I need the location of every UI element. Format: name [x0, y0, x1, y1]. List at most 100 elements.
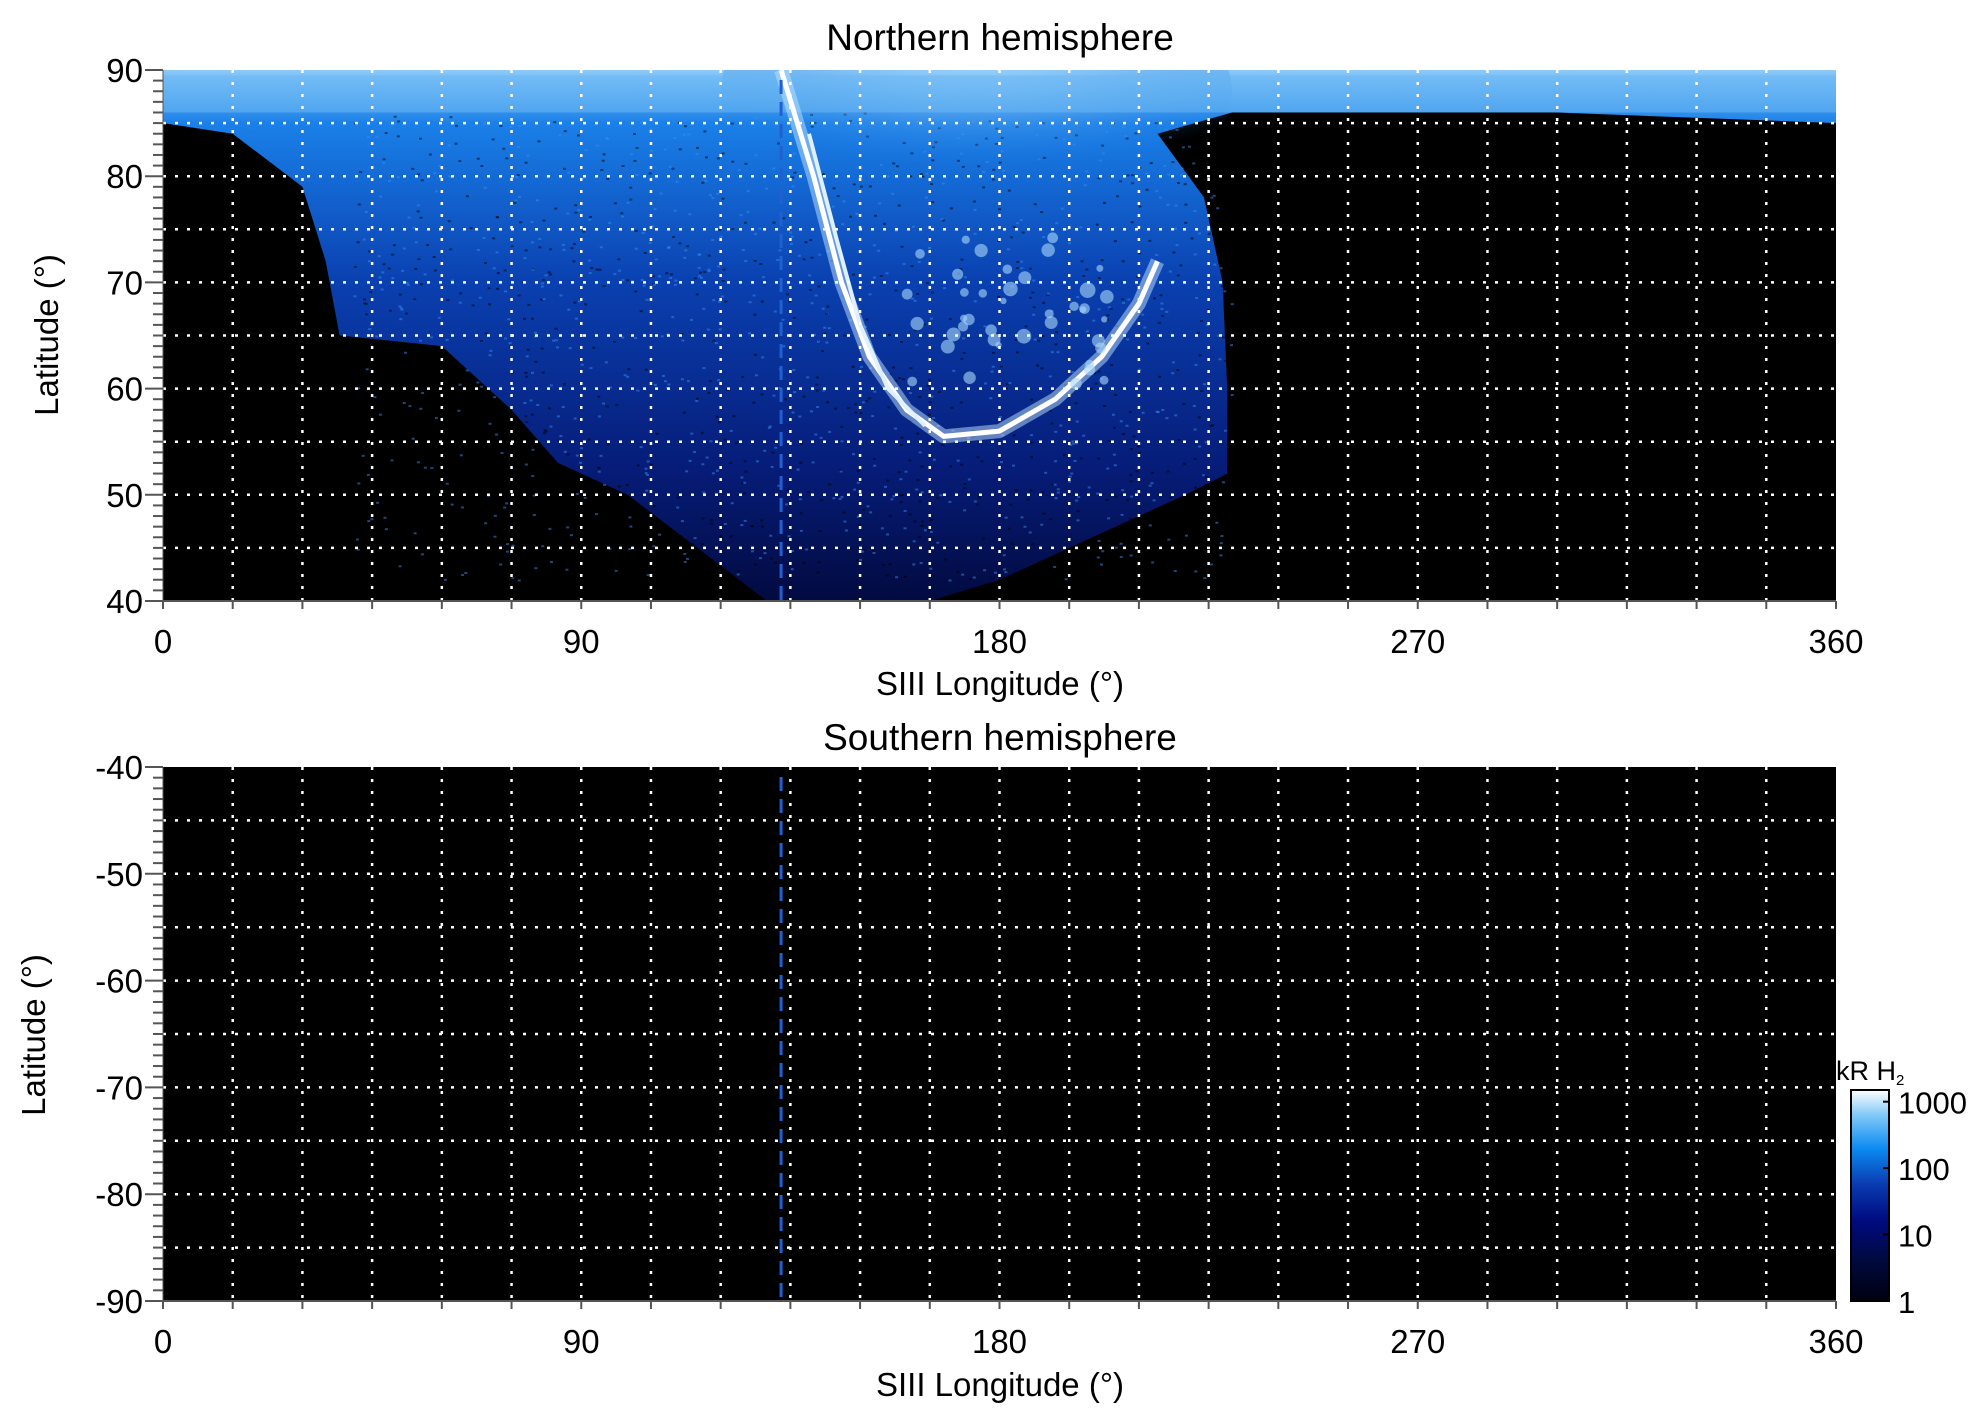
emission-speckle	[1037, 340, 1040, 342]
emission-speckle	[419, 340, 422, 342]
emission-speckle	[563, 168, 566, 170]
emission-speckle	[1042, 302, 1045, 304]
emission-speckle	[595, 269, 598, 271]
emission-speckle	[388, 180, 391, 182]
y-tick-label: -70	[95, 1069, 143, 1106]
emission-speckle	[1070, 473, 1073, 475]
emission-speckle	[652, 545, 655, 547]
polar-spot	[1100, 290, 1114, 304]
emission-speckle	[573, 243, 576, 245]
emission-speckle	[1198, 500, 1201, 502]
emission-speckle	[793, 317, 796, 319]
emission-speckle	[426, 244, 429, 246]
emission-speckle	[397, 120, 400, 122]
emission-speckle	[397, 176, 400, 178]
emission-speckle	[588, 219, 591, 221]
emission-speckle	[910, 367, 913, 369]
emission-speckle	[641, 279, 644, 281]
emission-speckle	[1029, 531, 1032, 533]
emission-speckle	[931, 292, 934, 294]
emission-speckle	[900, 437, 903, 439]
emission-speckle	[1054, 431, 1057, 433]
emission-speckle	[1097, 371, 1100, 373]
polar-spot	[1080, 282, 1096, 298]
emission-speckle	[658, 275, 661, 277]
emission-speckle	[717, 379, 720, 381]
emission-speckle	[1071, 564, 1074, 566]
emission-speckle	[518, 579, 521, 581]
emission-speckle	[499, 564, 502, 566]
emission-speckle	[642, 232, 645, 234]
emission-speckle	[542, 372, 545, 374]
emission-speckle	[628, 516, 631, 518]
plot-area	[163, 767, 1836, 1301]
emission-speckle	[538, 246, 541, 248]
y-tick-label: 50	[106, 477, 143, 514]
polar-spot	[1079, 303, 1090, 314]
emission-speckle	[845, 529, 848, 531]
emission-speckle	[1030, 456, 1033, 458]
emission-speckle	[1169, 554, 1172, 556]
emission-speckle	[506, 551, 509, 553]
emission-speckle	[646, 474, 649, 476]
emission-speckle	[1219, 554, 1222, 556]
emission-speckle	[963, 509, 966, 511]
emission-speckle	[818, 530, 821, 532]
emission-speckle	[710, 523, 713, 525]
emission-speckle	[368, 328, 371, 330]
emission-speckle	[1220, 535, 1223, 537]
emission-speckle	[818, 254, 821, 256]
emission-speckle	[1200, 320, 1203, 322]
emission-speckle	[576, 455, 579, 457]
emission-speckle	[542, 279, 545, 281]
polar-spot	[1101, 316, 1107, 322]
emission-speckle	[1224, 430, 1227, 432]
emission-speckle	[694, 277, 697, 279]
emission-speckle	[1009, 504, 1012, 506]
emission-speckle	[654, 208, 657, 210]
emission-speckle	[518, 294, 521, 296]
emission-speckle	[618, 270, 621, 272]
emission-speckle	[509, 342, 512, 344]
emission-speckle	[417, 210, 420, 212]
emission-speckle	[1031, 291, 1034, 293]
emission-speckle	[1183, 463, 1186, 465]
emission-speckle	[889, 563, 892, 565]
emission-speckle	[640, 310, 643, 312]
emission-speckle	[460, 454, 463, 456]
emission-speckle	[903, 527, 906, 529]
emission-speckle	[722, 198, 725, 200]
emission-speckle	[670, 273, 673, 275]
emission-speckle	[375, 360, 378, 362]
emission-speckle	[1229, 278, 1232, 280]
emission-speckle	[484, 262, 487, 264]
emission-speckle	[627, 368, 630, 370]
emission-speckle	[1231, 394, 1234, 396]
emission-speckle	[423, 434, 426, 436]
emission-speckle	[465, 526, 468, 528]
emission-speckle	[1203, 383, 1206, 385]
emission-speckle	[511, 413, 514, 415]
emission-speckle	[868, 397, 871, 399]
emission-speckle	[543, 519, 546, 521]
emission-speckle	[619, 560, 622, 562]
emission-speckle	[693, 451, 696, 453]
emission-speckle	[488, 287, 491, 289]
x-tick-label: 90	[563, 623, 600, 660]
emission-speckle	[759, 228, 762, 230]
emission-speckle	[449, 116, 452, 118]
emission-speckle	[635, 248, 638, 250]
emission-speckle	[883, 223, 886, 225]
emission-speckle	[791, 411, 794, 413]
emission-speckle	[527, 304, 530, 306]
emission-speckle	[898, 377, 901, 379]
emission-speckle	[382, 392, 385, 394]
emission-speckle	[1044, 472, 1047, 474]
polar-spot	[960, 288, 969, 297]
emission-speckle	[994, 572, 997, 574]
emission-speckle	[566, 526, 569, 528]
emission-speckle	[696, 293, 699, 295]
emission-speckle	[1176, 244, 1179, 246]
emission-speckle	[839, 498, 842, 500]
emission-speckle	[534, 361, 537, 363]
